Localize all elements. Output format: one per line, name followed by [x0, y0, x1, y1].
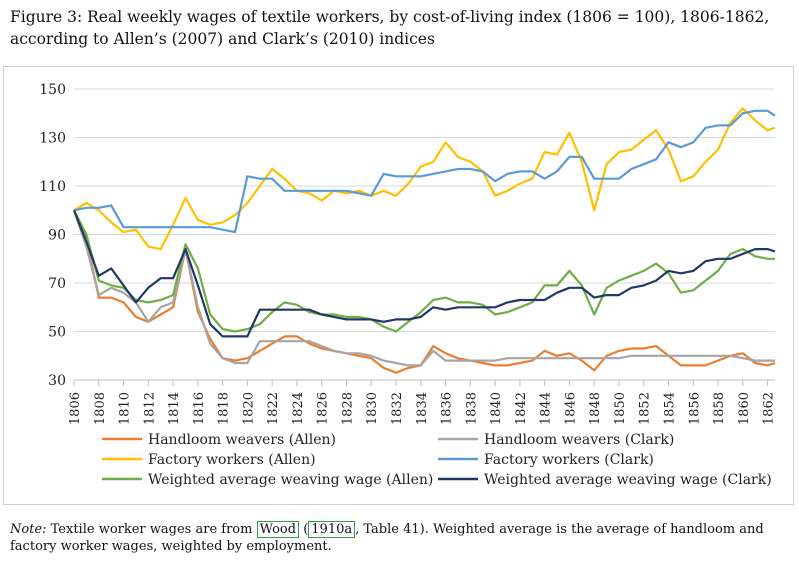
x-tick-label-1808: 1808: [93, 392, 108, 425]
x-tick-label-1812: 1812: [142, 392, 157, 425]
y-tick-label-110: 110: [39, 179, 66, 195]
chart-frame: 30 50 70 90 110 130 150 1806 1808 1810 1812 1814 18…: [3, 66, 794, 505]
x-tick-label-1814: 1814: [167, 392, 182, 425]
x-tick-label-1838: 1838: [464, 392, 479, 425]
footnote: Note: Textile worker wages are from Wood…: [10, 521, 795, 555]
x-tick-label-1854: 1854: [662, 392, 677, 425]
note-text-mid: (: [303, 522, 309, 537]
x-tick-label-1822: 1822: [266, 392, 281, 425]
x-tick-label-1806: 1806: [68, 392, 83, 425]
series-line-6: [72, 209, 776, 338]
note-text-post: , Table 41). Weighted average is the ave…: [10, 522, 764, 554]
legend-label-4: Factory workers (Clark): [484, 452, 654, 468]
legend-label-1: Handloom weavers (Allen): [148, 432, 336, 448]
x-tick-label-1820: 1820: [241, 392, 256, 425]
x-tick-label-1826: 1826: [316, 392, 331, 425]
series-line-3: [73, 107, 776, 251]
x-axis: 1806 1808 1810 1812 1814 1816 1818 1820 1822 1824…: [68, 379, 777, 425]
x-tick-label-1856: 1856: [687, 392, 702, 425]
citation-link-year[interactable]: 1910a: [308, 521, 356, 538]
y-axis: 30 50 70 90 110 130 150: [39, 82, 66, 389]
figure-caption: Figure 3: Real weekly wages of textile w…: [10, 6, 795, 50]
x-tick-label-1846: 1846: [563, 392, 578, 425]
y-tick-label-90: 90: [48, 228, 66, 244]
x-tick-label-1816: 1816: [192, 392, 207, 425]
x-tick-label-1858: 1858: [712, 392, 727, 425]
caption-line-1: Figure 3: Real weekly wages of textile w…: [10, 8, 770, 26]
citation-link-wood[interactable]: Wood: [256, 521, 300, 538]
legend-label-6: Weighted average weaving wage (Clark): [484, 472, 772, 488]
legend: Handloom weavers (Allen) Handloom weavers…: [102, 432, 772, 488]
note-label: Note:: [10, 522, 47, 537]
caption-line-2: according to Allen’s (2007) and Clark’s …: [10, 30, 435, 48]
x-tick-label-1834: 1834: [415, 392, 430, 425]
x-tick-label-1836: 1836: [440, 392, 455, 425]
x-tick-label-1832: 1832: [390, 392, 405, 425]
x-tick-label-1852: 1852: [638, 392, 653, 425]
y-tick-label-150: 150: [39, 82, 66, 98]
y-tick-label-50: 50: [48, 325, 66, 341]
x-tick-label-1842: 1842: [514, 392, 529, 425]
series-line-5: [73, 209, 775, 333]
y-tick-label-30: 30: [48, 373, 66, 389]
grid-lines: [74, 88, 775, 381]
legend-label-3: Factory workers (Allen): [148, 452, 316, 468]
x-tick-label-1810: 1810: [118, 392, 133, 425]
series-lines: [72, 107, 776, 374]
x-tick-label-1848: 1848: [588, 392, 603, 425]
x-tick-label-1830: 1830: [365, 392, 380, 425]
x-tick-label-1818: 1818: [217, 392, 232, 425]
x-tick-label-1840: 1840: [489, 392, 504, 425]
note-text-pre: Textile worker wages are from: [50, 522, 253, 537]
x-tick-label-1844: 1844: [539, 392, 554, 425]
x-tick-label-1860: 1860: [737, 392, 752, 425]
legend-label-5: Weighted average weaving wage (Allen): [148, 472, 433, 488]
series-line-4: [73, 109, 776, 234]
y-tick-label-130: 130: [39, 131, 66, 147]
y-tick-label-70: 70: [48, 276, 66, 292]
x-tick-label-1862: 1862: [762, 392, 777, 425]
x-tick-label-1850: 1850: [613, 392, 628, 425]
series-line-2: [72, 209, 775, 367]
legend-label-2: Handloom weavers (Clark): [484, 432, 674, 448]
x-tick-label-1824: 1824: [291, 392, 306, 425]
x-tick-label-1828: 1828: [340, 392, 355, 425]
